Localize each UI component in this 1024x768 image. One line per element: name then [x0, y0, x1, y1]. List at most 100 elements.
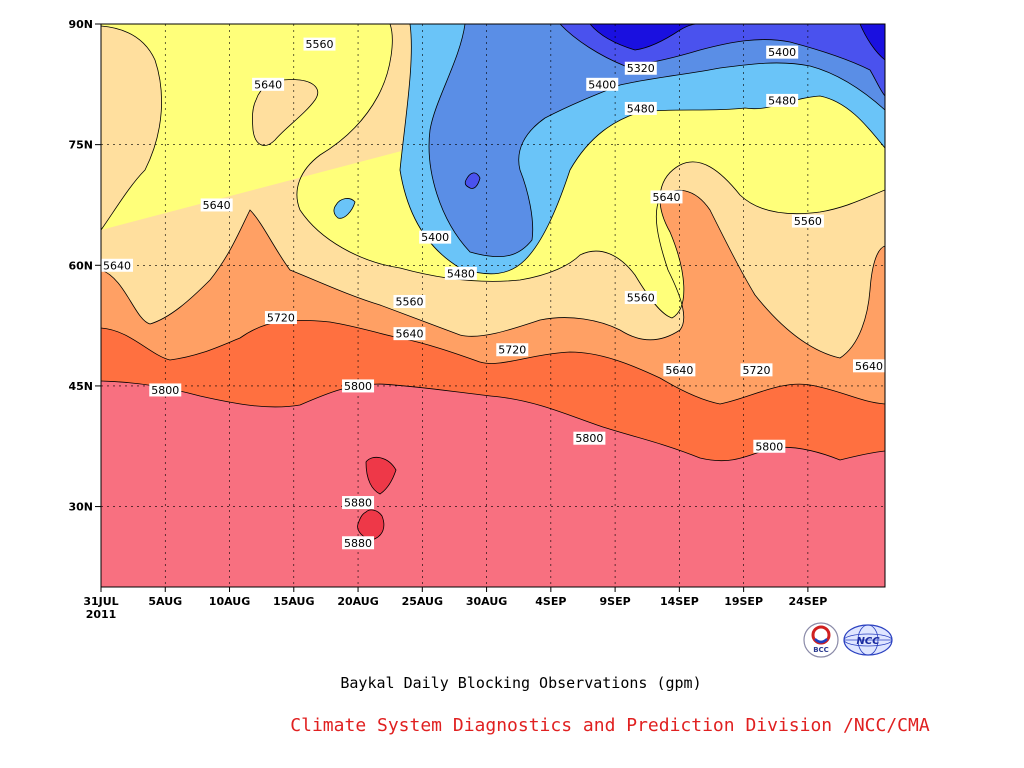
- contour-label: 5720: [264, 311, 297, 325]
- ncc-logo-text: NCC: [856, 636, 880, 647]
- contour-label-bg: [101, 258, 133, 272]
- contour-label-bg: [573, 431, 606, 445]
- contour-label-bg: [586, 77, 619, 91]
- contour-label-bg: [753, 439, 786, 453]
- contour-label: 5800: [342, 379, 375, 393]
- contour-label: 5480: [624, 101, 657, 115]
- x-tick-label: 24SEP: [788, 595, 827, 608]
- x-tick-label: 19SEP: [724, 595, 763, 608]
- contour-label-bg: [200, 198, 233, 212]
- contour-line-5560: [101, 24, 885, 319]
- contour-label-text: 5480: [768, 94, 796, 107]
- contour-label: 5800: [573, 431, 606, 445]
- band-5320-5400-island: [465, 172, 480, 189]
- contour-line-island-5880-north: [365, 456, 397, 495]
- contour-label-bg: [342, 536, 375, 550]
- contour-label: 5640: [650, 190, 683, 204]
- contour-label-bg: [663, 363, 696, 377]
- chart-title: Baykal Daily Blocking Observations (gpm): [340, 674, 701, 692]
- contour-label: 5640: [252, 77, 285, 91]
- contour-line-island-5640: [252, 79, 319, 146]
- x-tick-label: 20AUG: [337, 595, 378, 608]
- band-above-5880-south: [357, 509, 384, 540]
- contour-label-text: 5880: [344, 537, 372, 550]
- contour-label: 5640: [663, 363, 696, 377]
- contour-label: 5560: [791, 214, 824, 228]
- contour-lines: [101, 24, 885, 541]
- x-tick-label: 31JUL: [83, 595, 118, 608]
- contour-label-bg: [624, 61, 657, 75]
- contour-label-text: 5640: [395, 328, 423, 341]
- contour-label-bg: [496, 343, 529, 357]
- contour-label-text: 5560: [395, 295, 423, 308]
- contour-label-bg: [650, 190, 683, 204]
- contour-label-text: 5560: [305, 38, 333, 51]
- contour-label: 5320: [624, 61, 657, 75]
- contour-label-text: 5800: [575, 432, 603, 445]
- contour-line-5800: [101, 380, 885, 462]
- contour-label: 5640: [393, 327, 426, 341]
- contour-line-5640: [101, 190, 885, 359]
- contour-label: 5400: [586, 77, 619, 91]
- contour-label-text: 5400: [421, 231, 449, 244]
- plot-frame: [100, 23, 886, 588]
- contour-label-text: 5640: [653, 191, 681, 204]
- contour-label-text: 5880: [344, 497, 372, 510]
- contour-label-bg: [624, 290, 657, 304]
- contour-label: 5480: [444, 266, 477, 280]
- contour-label: 5720: [740, 363, 773, 377]
- x-tick-label: 9SEP: [600, 595, 631, 608]
- contour-label-bg: [853, 359, 885, 373]
- contour-label-bg: [342, 496, 375, 510]
- contour-label-bg: [624, 101, 657, 115]
- contour-fills: [101, 24, 885, 587]
- contour-label: 5400: [419, 230, 452, 244]
- contour-label-text: 5480: [627, 102, 655, 115]
- contour-label-bg: [342, 379, 375, 393]
- contour-label-text: 5720: [742, 364, 770, 377]
- contour-label-bg: [252, 77, 285, 91]
- contour-label-text: 5640: [203, 199, 231, 212]
- x-tick-label: 10AUG: [209, 595, 250, 608]
- contour-label: 5560: [393, 294, 426, 308]
- x-tick-label: 15AUG: [273, 595, 314, 608]
- contour-label: 5560: [624, 290, 657, 304]
- contour-label-text: 5800: [151, 384, 179, 397]
- band-below-5320: [590, 24, 885, 60]
- contour-label-text: 5480: [447, 267, 475, 280]
- contour-label: 5800: [149, 383, 182, 397]
- contour-label: 5720: [496, 343, 529, 357]
- contour-label-bg: [393, 327, 426, 341]
- contour-label: 5880: [342, 536, 375, 550]
- contour-label-text: 5720: [498, 344, 526, 357]
- contour-label-bg: [419, 230, 452, 244]
- contour-label-bg: [444, 266, 477, 280]
- contour-label-text: 5640: [665, 364, 693, 377]
- contour-label-bg: [766, 45, 799, 59]
- contour-label-text: 5800: [344, 380, 372, 393]
- contour-label: 5640: [853, 359, 885, 373]
- contour-line-5320: [559, 24, 885, 97]
- x-tick-label: 14SEP: [660, 595, 699, 608]
- contour-label-text: 5400: [768, 46, 796, 59]
- contour-labels: 5560 5640 5640 5640 5720 5800 5800 5880 5880 5400…: [101, 37, 885, 550]
- x-tick-label: 25AUG: [402, 595, 443, 608]
- contour-line-5400: [428, 24, 885, 258]
- x-tick-label: 30AUG: [466, 595, 507, 608]
- contour-label-text: 5640: [855, 360, 883, 373]
- y-tick-label: 90N: [68, 18, 93, 31]
- contour-line-below-5320: [589, 24, 885, 61]
- axes: 31JUL 5AUG 10AUG 15AUG 20AUG 25AUG 30AUG 4SEP 9S…: [68, 18, 827, 621]
- band-5560-5640-island: [252, 79, 318, 146]
- contour-label-bg: [149, 383, 182, 397]
- x-tick-label: 5AUG: [148, 595, 182, 608]
- contour-line-island-5480: [333, 198, 356, 219]
- grid-lines: [101, 24, 885, 587]
- bcc-logo: BCC: [803, 622, 839, 658]
- contour-label-bg: [766, 93, 799, 107]
- contour-label-text: 5640: [103, 259, 131, 272]
- y-tick-label: 45N: [68, 380, 93, 393]
- contour-label: 5640: [101, 258, 133, 272]
- contour-label-bg: [740, 363, 773, 377]
